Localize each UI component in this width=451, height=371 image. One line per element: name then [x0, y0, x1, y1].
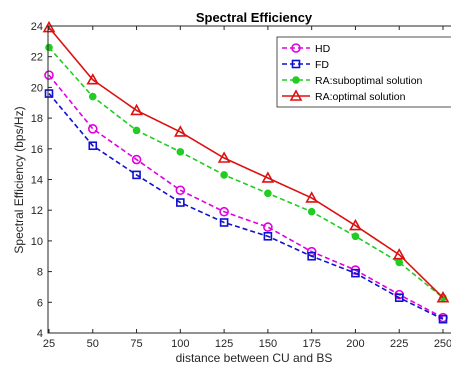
data-point [88, 141, 98, 151]
data-point [44, 89, 54, 98]
x-tick-label: 125 [215, 338, 233, 350]
data-point [349, 218, 362, 231]
data-point [264, 189, 272, 198]
legend-item: FD [282, 59, 329, 71]
legend-swatch-marker [292, 76, 300, 84]
data-point [395, 258, 404, 267]
y-tick-label: 6 [37, 297, 43, 309]
y-tick-label: 4 [37, 328, 43, 340]
series-3 [42, 20, 450, 303]
data-point [176, 198, 185, 207]
legend-item: RA:suboptimal solution [282, 75, 423, 87]
x-axis: 25 50 75 100 125 150 175 200 225 250 [43, 26, 451, 350]
y-axis-label: Spectral Efficiency (bps/Hz) [12, 106, 26, 253]
y-tick-label: 12 [31, 205, 43, 217]
legend-swatch-marker [291, 59, 301, 69]
series-1 [44, 89, 448, 324]
data-point [132, 170, 141, 180]
data-point [392, 248, 406, 260]
data-point [263, 231, 273, 241]
x-tick-label: 225 [390, 338, 408, 350]
x-tick-label: 75 [130, 338, 142, 350]
data-point [436, 291, 450, 303]
data-point [86, 73, 100, 85]
data-point [394, 293, 404, 302]
data-point [88, 92, 97, 101]
data-point [438, 314, 448, 324]
data-point [44, 70, 54, 80]
legend-label: HD [315, 43, 331, 55]
data-point [131, 154, 142, 165]
data-point [176, 148, 185, 156]
data-point [351, 232, 360, 241]
plot-frame [47, 25, 451, 334]
y-tick-label: 20 [31, 82, 43, 94]
y-tick-label: 8 [37, 267, 43, 279]
data-point [263, 222, 273, 232]
data-point [219, 218, 229, 227]
chart-title: Spectral Efficiency [196, 10, 313, 25]
data-point [45, 43, 53, 52]
legend-label: FD [315, 59, 329, 71]
y-tick-label: 18 [31, 113, 43, 125]
y-tick-label: 14 [31, 175, 43, 187]
data-point [173, 125, 187, 137]
data-point [217, 151, 231, 163]
y-tick-label: 10 [31, 236, 43, 248]
legend-swatch-marker [289, 89, 303, 101]
x-tick-label: 50 [87, 338, 99, 350]
series-line [48, 74, 444, 319]
x-tick-label: 100 [171, 338, 189, 350]
series-layer [42, 20, 450, 324]
x-tick-label: 175 [302, 338, 320, 350]
data-point [42, 20, 56, 33]
series-line [48, 46, 444, 299]
legend-swatch-marker [291, 43, 301, 53]
y-tick-label: 22 [31, 52, 43, 64]
y-tick-label: 16 [31, 144, 43, 156]
legend-label: RA:optimal solution [315, 91, 406, 103]
x-tick-label: 200 [346, 338, 364, 350]
legend: HD FD RA:suboptimal solution RA:optimal sol… [276, 36, 451, 108]
legend-item: HD [282, 43, 331, 55]
data-point [130, 103, 143, 116]
x-tick-label: 150 [259, 338, 277, 350]
legend-label: RA:suboptimal solution [315, 75, 423, 87]
data-point [261, 171, 275, 183]
series-line [48, 93, 444, 320]
data-point [87, 124, 98, 134]
y-axis: 4 6 8 10 12 14 16 18 20 22 24 [31, 21, 52, 340]
data-point [307, 251, 316, 261]
data-point [307, 207, 316, 216]
legend-item: RA:optimal solution [282, 89, 406, 103]
x-axis-label: distance between CU and BS [176, 351, 333, 365]
data-point [220, 171, 228, 179]
data-point [132, 126, 141, 135]
data-point [351, 268, 360, 278]
data-point [175, 185, 186, 196]
series-line [48, 27, 444, 299]
data-point [305, 191, 319, 203]
data-point [219, 206, 229, 217]
y-tick-label: 24 [31, 21, 43, 33]
x-tick-label: 25 [43, 338, 55, 350]
x-tick-label: 250 [434, 338, 451, 350]
